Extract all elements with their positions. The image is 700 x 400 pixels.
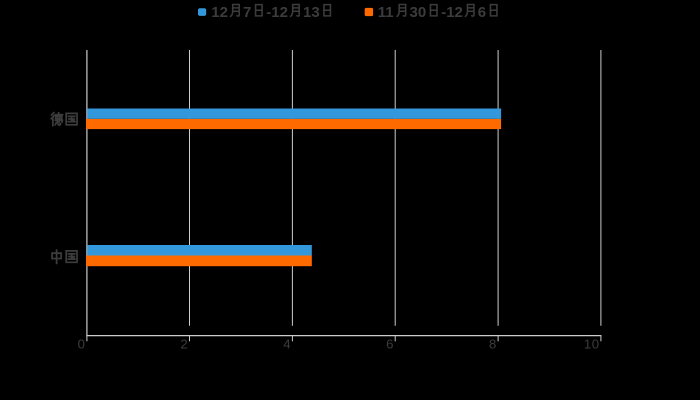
svg-text:-: -	[441, 4, 446, 21]
svg-text:7: 7	[243, 4, 251, 21]
svg-text:13: 13	[303, 4, 320, 21]
svg-text:4: 4	[283, 337, 291, 352]
svg-text:8: 8	[489, 337, 497, 352]
svg-text:-: -	[266, 4, 271, 21]
svg-text:0: 0	[78, 337, 86, 352]
svg-text:2: 2	[180, 337, 188, 352]
svg-text:12: 12	[211, 4, 228, 21]
svg-text:11: 11	[378, 4, 394, 21]
svg-text:12: 12	[446, 4, 463, 21]
svg-text:30: 30	[410, 4, 427, 21]
svg-text:12: 12	[271, 4, 288, 21]
svg-text:10: 10	[584, 337, 600, 352]
svg-text:6: 6	[386, 337, 394, 352]
svg-text:6: 6	[478, 4, 486, 21]
